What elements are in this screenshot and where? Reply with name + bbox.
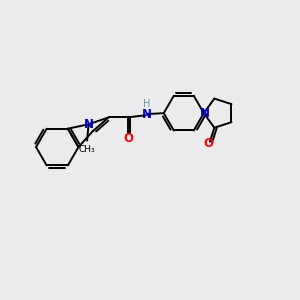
Text: O: O — [123, 132, 133, 145]
Text: N: N — [200, 106, 209, 120]
Text: CH₃: CH₃ — [79, 146, 95, 154]
Text: N: N — [142, 108, 152, 121]
Text: O: O — [203, 136, 213, 150]
Text: H: H — [143, 99, 151, 110]
Text: N: N — [84, 118, 94, 131]
